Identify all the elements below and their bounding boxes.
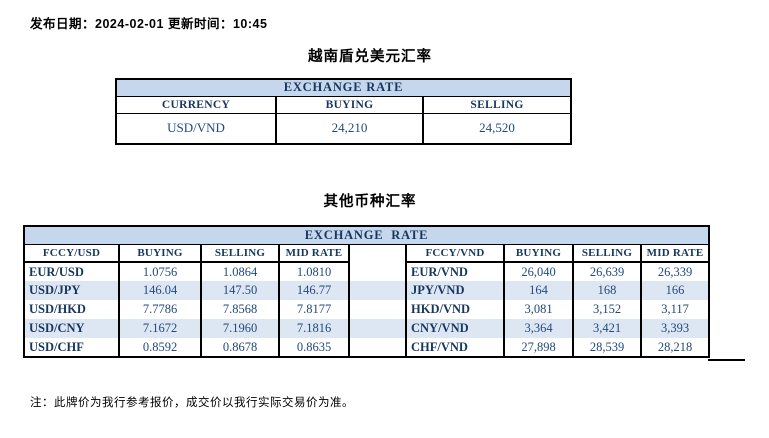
mid-rate-cell: 7.1816	[278, 319, 350, 338]
spacer-cell	[348, 319, 407, 338]
other-currencies-title-row: 其他币种汇率	[0, 190, 740, 211]
currency-pair-cell: EUR/USD	[23, 262, 120, 281]
table-row: EUR/USD 1.0756 1.0864 1.0810 EUR/VND 26,…	[23, 262, 711, 281]
currency-pair-cell: USD/CNY	[23, 319, 120, 338]
table-banner-row: EXCHANGE RATE	[114, 78, 573, 97]
fccy-usd-column-header: FCCY/USD	[23, 243, 120, 263]
spacer-cell	[348, 300, 407, 319]
selling-column-header: SELLING	[572, 243, 642, 263]
table-row: USD/CHF 0.8592 0.8678 0.8635 CHF/VND 27,…	[23, 338, 711, 357]
currency-pair-cell: USD/JPY	[23, 281, 120, 300]
selling-column-header: SELLING	[421, 95, 573, 114]
table-row: USD/VND 24,210 24,520	[115, 112, 573, 145]
update-time-value: 10:45	[232, 17, 268, 31]
mid-rate-cell: 26,339	[639, 262, 711, 281]
fccy-vnd-column-header: FCCY/VND	[405, 243, 505, 263]
mid-rate-column-header: MID RATE	[278, 243, 350, 263]
mid-rate-cell: 3,117	[639, 300, 711, 319]
buying-rate-cell: 146.04	[118, 281, 202, 300]
publish-date-label: 发布日期：	[30, 17, 96, 31]
selling-rate-cell: 3,421	[572, 319, 642, 338]
disclaimer-note: 注：此牌价为我行参考报价，成交价以我行实际交易价为准。	[30, 397, 354, 409]
currency-pair-cell: EUR/VND	[405, 262, 505, 281]
table-bottom-border-extension	[708, 359, 745, 361]
buying-rate-cell: 1.0756	[118, 262, 202, 281]
currency-pair-cell: USD/CHF	[23, 338, 120, 357]
selling-column-header: SELLING	[200, 243, 280, 263]
publish-info-line: 发布日期：2024-02-01 更新时间：10:45	[30, 13, 267, 32]
buying-rate-cell: 24,210	[275, 112, 424, 145]
selling-rate-cell: 7.1960	[200, 319, 280, 338]
mid-rate-cell: 0.8635	[278, 338, 350, 357]
exchange-rate-banner: EXCHANGE RATE	[22, 225, 711, 245]
selling-rate-cell: 3,152	[572, 300, 642, 319]
exchange-rate-banner: EXCHANGE RATE	[114, 78, 573, 97]
buying-rate-cell: 7.1672	[118, 319, 202, 338]
selling-rate-cell: 7.8568	[200, 300, 280, 319]
update-time-label: 更新时间：	[163, 17, 233, 31]
table-row: USD/HKD 7.7786 7.8568 7.8177 HKD/VND 3,0…	[23, 300, 711, 319]
currency-pair-cell: JPY/VND	[405, 281, 505, 300]
mid-rate-cell: 28,218	[639, 338, 711, 357]
publish-date-value: 2024-02-01	[95, 17, 164, 31]
buying-column-header: BUYING	[118, 243, 202, 263]
currency-pair-cell: HKD/VND	[405, 300, 505, 319]
mid-rate-cell: 166	[639, 281, 711, 300]
selling-rate-cell: 24,520	[421, 112, 573, 145]
buying-rate-cell: 3,364	[503, 319, 574, 338]
currency-column-header: CURRENCY	[115, 95, 277, 114]
mid-rate-cell: 3,393	[639, 319, 711, 338]
table-row: USD/CNY 7.1672 7.1960 7.1816 CNY/VND 3,3…	[23, 319, 711, 338]
selling-rate-cell: 147.50	[200, 281, 280, 300]
buying-rate-cell: 0.8592	[118, 338, 202, 357]
spacer-cell	[348, 281, 407, 300]
usd-vnd-title-row: 越南盾兑美元汇率	[0, 45, 740, 66]
usd-vnd-section-title: 越南盾兑美元汇率	[308, 49, 432, 65]
spacer-column	[348, 244, 407, 262]
other-currencies-section-title: 其他币种汇率	[323, 194, 417, 210]
buying-column-header: BUYING	[275, 95, 424, 114]
spacer-cell	[348, 338, 407, 357]
table-banner-row: EXCHANGE RATE	[22, 225, 711, 245]
buying-rate-cell: 3,081	[503, 300, 574, 319]
usd-vnd-rate-table: EXCHANGE RATE CURRENCY BUYING SELLING US…	[114, 78, 573, 145]
buying-rate-cell: 7.7786	[118, 300, 202, 319]
mid-rate-column-header: MID RATE	[639, 243, 711, 263]
selling-rate-cell: 168	[572, 281, 642, 300]
other-currencies-rate-table: EXCHANGE RATE FCCY/USD BUYING SELLING MI…	[22, 225, 711, 358]
buying-column-header: BUYING	[503, 243, 574, 263]
buying-rate-cell: 164	[503, 281, 574, 300]
buying-rate-cell: 27,898	[503, 338, 574, 357]
table-row: USD/JPY 146.04 147.50 146.77 JPY/VND 164…	[23, 281, 711, 300]
spacer-cell	[348, 262, 407, 281]
table-header-row: CURRENCY BUYING SELLING	[115, 95, 573, 114]
currency-pair-cell: CNY/VND	[405, 319, 505, 338]
mid-rate-cell: 7.8177	[278, 300, 350, 319]
currency-pair-cell: USD/HKD	[23, 300, 120, 319]
table-header-row: FCCY/USD BUYING SELLING MID RATE FCCY/VN…	[23, 243, 711, 263]
currency-pair-cell: USD/VND	[115, 112, 277, 145]
mid-rate-cell: 1.0810	[278, 262, 350, 281]
selling-rate-cell: 0.8678	[200, 338, 280, 357]
buying-rate-cell: 26,040	[503, 262, 574, 281]
currency-pair-cell: CHF/VND	[405, 338, 505, 357]
mid-rate-cell: 146.77	[278, 281, 350, 300]
selling-rate-cell: 1.0864	[200, 262, 280, 281]
selling-rate-cell: 28,539	[572, 338, 642, 357]
selling-rate-cell: 26,639	[572, 262, 642, 281]
